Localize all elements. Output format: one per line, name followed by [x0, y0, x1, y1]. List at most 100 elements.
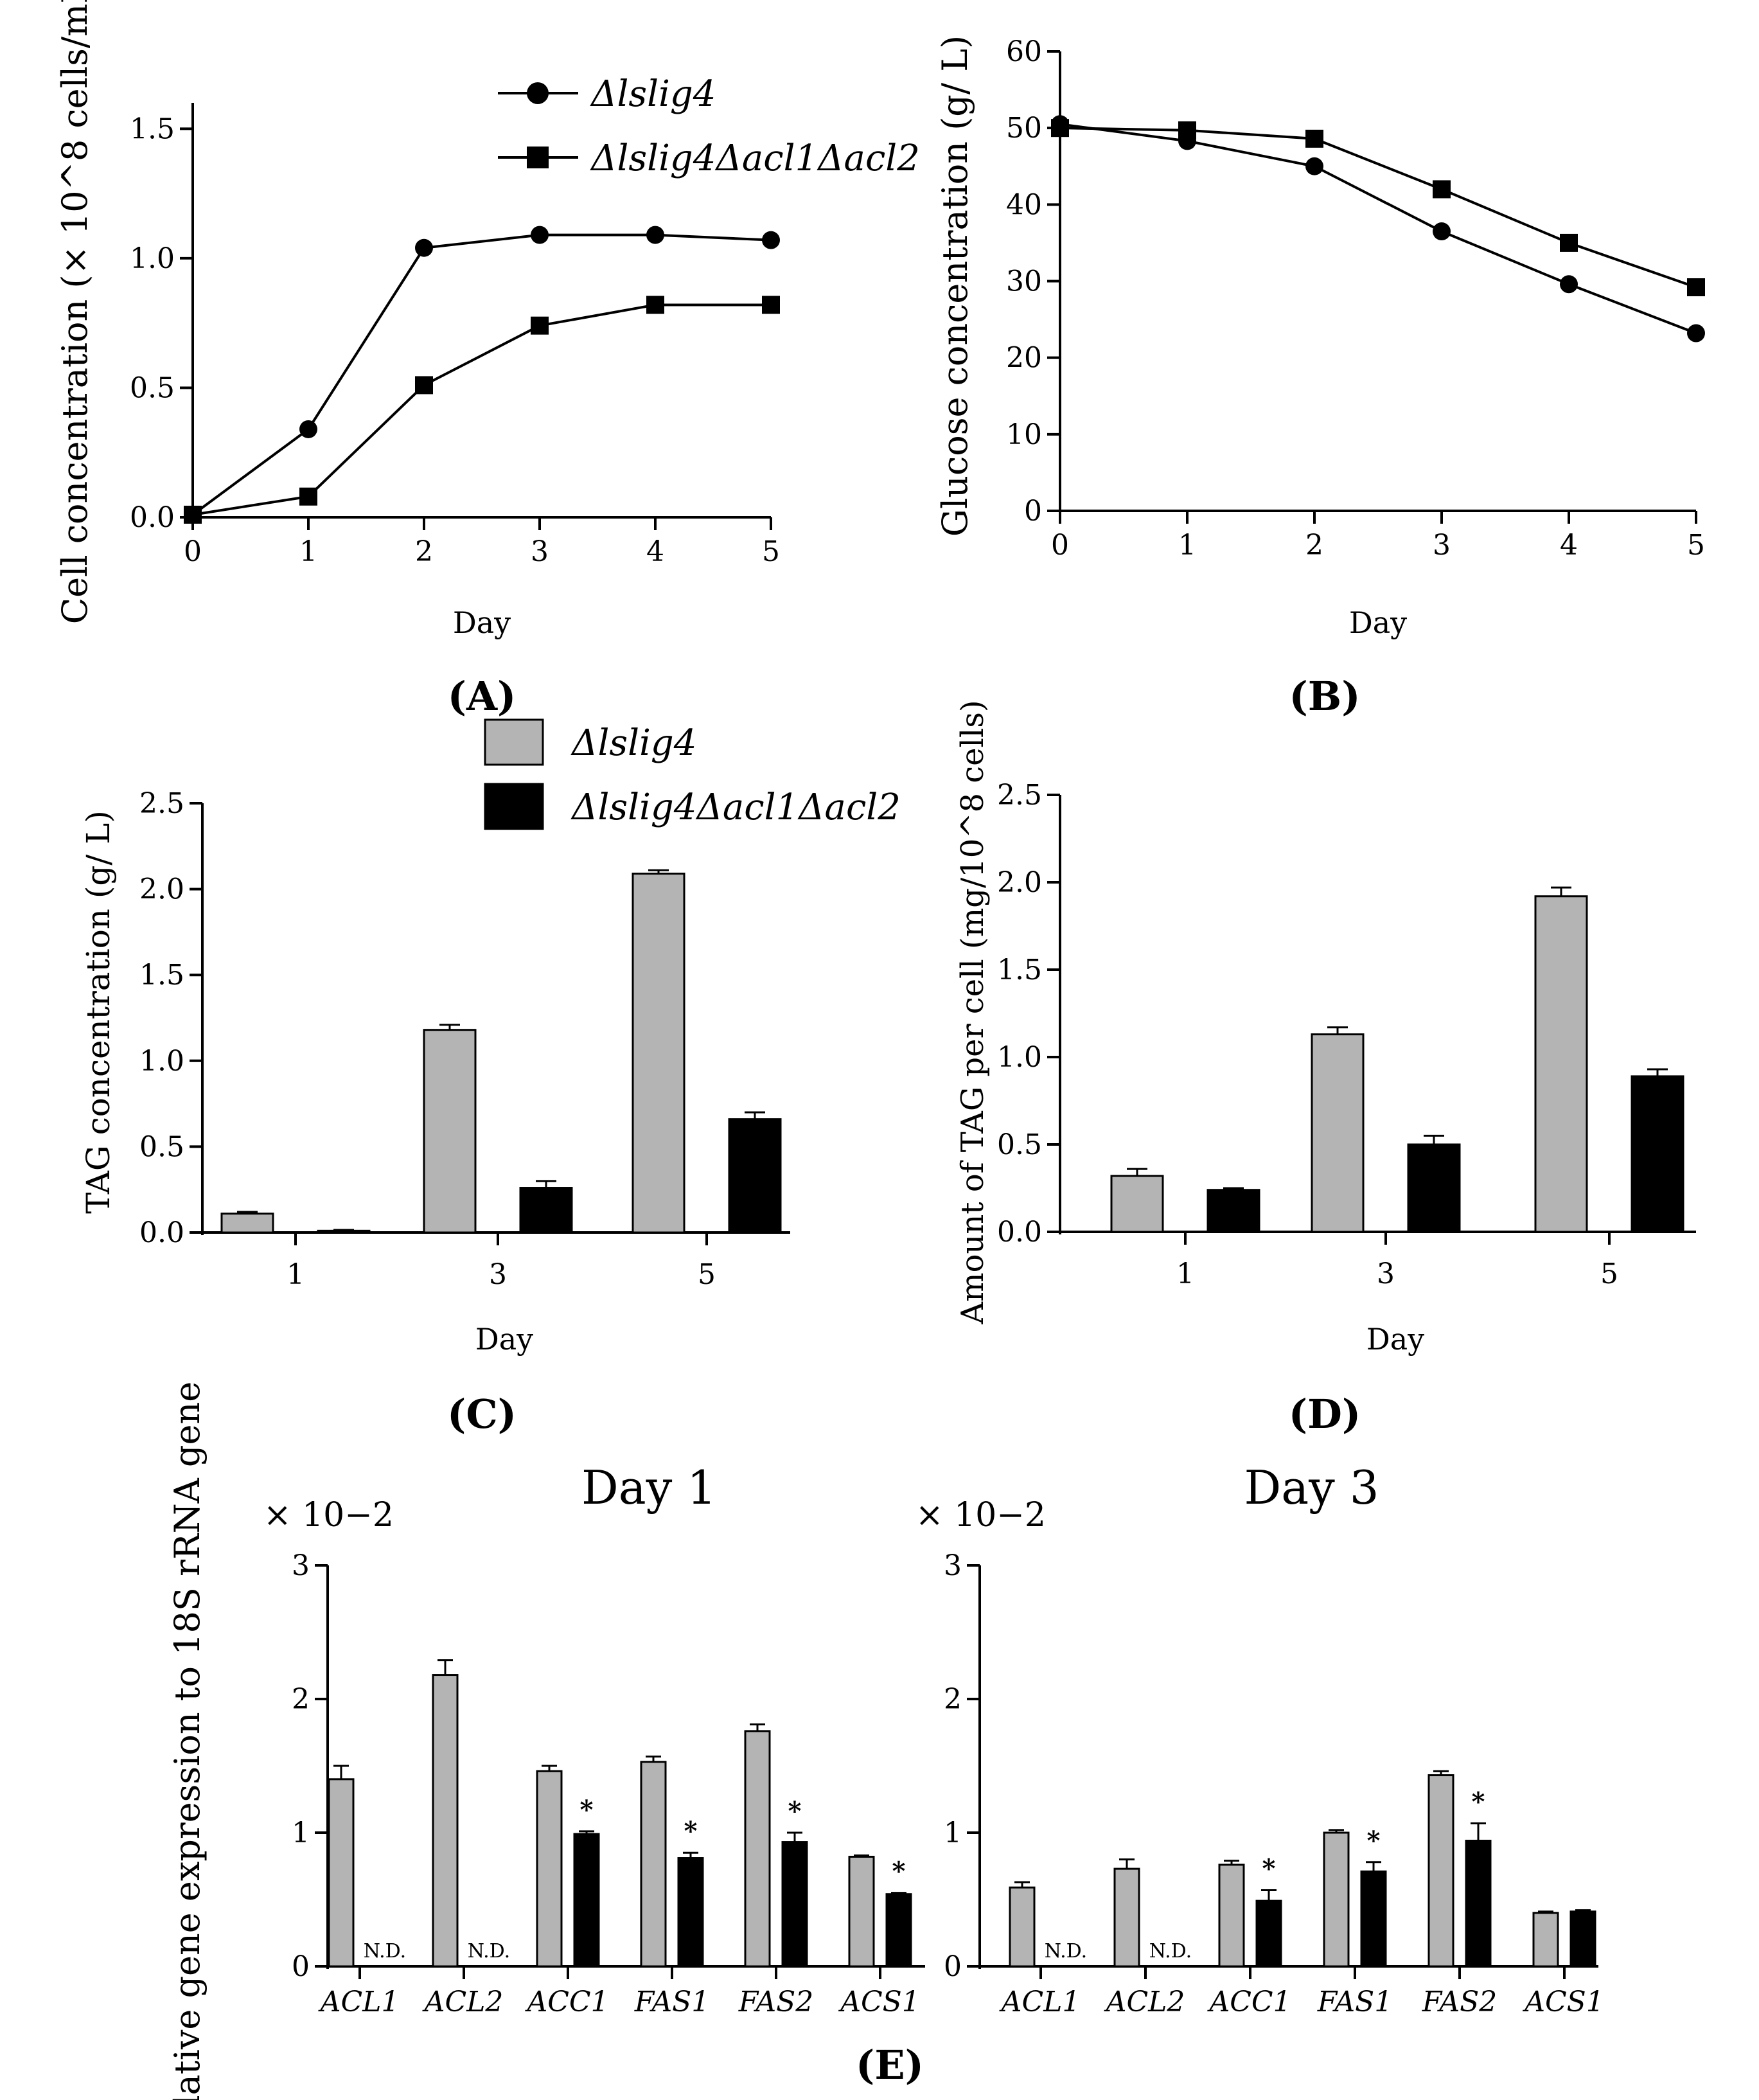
panel-b-series-line-1 [1059, 127, 1697, 289]
panel-e-day1-title: Day 1 [581, 1461, 716, 1515]
panel-d-bar [1311, 1033, 1365, 1233]
panel-c-bar [220, 1213, 274, 1234]
panel-a-y-label: Cell concentration (× 10^8 cells/mL) [55, 0, 95, 624]
panel-b-x-tick-label: 2 [1305, 529, 1323, 562]
panel-c-y-tick-label: 0.0 [139, 1216, 184, 1249]
panel-e-day3-title: Day 3 [1244, 1461, 1379, 1515]
panel-b-x-tick-label: 5 [1687, 529, 1705, 562]
panel-label-a: (A) [448, 673, 517, 720]
panel-c-x-tick-label: 3 [489, 1258, 507, 1291]
panel-e-day3-bar [1569, 1910, 1596, 1968]
panel-a-x-tick-label: 5 [762, 535, 780, 568]
panel-a-y-tick-label: 0.0 [130, 501, 175, 534]
panel-e-day3-nd-label: N.D. [1045, 1940, 1087, 1962]
panel-e-day3-gene-label: ACL2 [1104, 1986, 1185, 2018]
panel-e-day3-bar [1255, 1900, 1282, 1968]
panel-e-day3-bar [1532, 1912, 1559, 1968]
panel-e-day3-y-tick-label: 1 [944, 1817, 962, 1849]
panel-a-data-point [762, 231, 780, 249]
panel-e-day1-multiplier: × 10−2 [263, 1496, 394, 1535]
panel-a-data-point [531, 226, 549, 244]
panel-e-day1-nd-label: N.D. [364, 1940, 406, 1962]
panel-e-day1-bar [885, 1893, 912, 1968]
panel-d-bar [1407, 1143, 1461, 1233]
panel-b-y-tick-label: 60 [1006, 35, 1042, 68]
panel-e-day1-bar [781, 1841, 808, 1968]
panel-a-y-tick-label: 1.5 [130, 112, 175, 145]
panel-b-y-tick-label: 30 [1006, 265, 1042, 298]
panel-d-bar [1110, 1175, 1164, 1233]
panel-a-data-point [415, 238, 433, 257]
panel-b-y-label: Glucose concentration (g/ L) [935, 35, 975, 537]
panel-e-day1-significance-star: * [892, 1856, 906, 1887]
panel-e-day1-gene-label: FAS2 [738, 1986, 814, 2018]
panel-d-y-tick-label: 0.0 [997, 1216, 1042, 1249]
panel-b-y-tick-label: 10 [1006, 418, 1042, 451]
panel-label-c: (C) [447, 1391, 517, 1437]
panel-a-y-tick-label: 1.0 [130, 242, 175, 275]
panel-a-x-tick-label: 1 [299, 535, 317, 568]
panel-label-e: (E) [856, 2042, 924, 2088]
panel-a-x-tick-label: 0 [184, 535, 202, 568]
panel-e-day3-y-tick-label: 3 [944, 1549, 962, 1582]
panel-e-day1-bar [328, 1778, 355, 1968]
panel-b-y-tick-label: 40 [1006, 188, 1042, 221]
panel-e-day1-bar [848, 1855, 875, 1968]
panel-c-bar [519, 1187, 573, 1234]
panel-d-y-tick-label: 1.0 [997, 1041, 1042, 1074]
panel-d-x-label: Day [1366, 1322, 1424, 1357]
panel-c-x-label: Day [475, 1322, 533, 1357]
panel-a-data-point [762, 296, 780, 314]
panel-a-y-axis: 0.0 0.5 1.0 1.5 [130, 103, 194, 534]
panel-c-y-tick-label: 2.0 [139, 873, 184, 906]
panel-e-day3-bar [1428, 1774, 1454, 1968]
legend-marker-circle [527, 82, 549, 104]
legend-label: Δlslig4 [590, 73, 716, 115]
panel-e-day3-significance-star: * [1367, 1826, 1381, 1856]
panel-b-y-tick-label: 50 [1006, 112, 1042, 145]
panel-b-x-tick-label: 4 [1560, 529, 1578, 562]
panel-a-x-tick-label: 3 [531, 535, 549, 568]
panel-e-day1-gene-label: ACS1 [838, 1986, 920, 2018]
panel-c-y-axis: 0.0 0.5 1.0 1.5 2.0 2.5 [139, 787, 204, 1249]
panel-b-x-label: Day [1349, 605, 1407, 640]
panel-e-day1-gene-label: ACC1 [524, 1986, 608, 2018]
panel-d-y-tick-label: 1.5 [997, 954, 1042, 986]
panel-a-x-label: Day [453, 605, 511, 640]
panel-e-day1-y-axis: 0 1 2 3 [292, 1549, 329, 1983]
panel-c-y-tick-label: 0.5 [139, 1130, 184, 1163]
panel-e-day1-bar [432, 1674, 459, 1968]
panel-a-data-point [646, 226, 664, 244]
panel-c-y-label: TAG concentration (g/ L) [80, 810, 117, 1214]
panel-e-day1-bar [573, 1833, 600, 1968]
panel-d-y-tick-label: 0.5 [997, 1128, 1042, 1161]
panel-e-day1-gene-label: FAS1 [634, 1986, 710, 2018]
panel-a-data-point [646, 296, 664, 314]
panel-a-data-point [184, 505, 202, 524]
panel-b-x-tick-label: 1 [1178, 529, 1196, 562]
panel-a-y-tick-label: 0.5 [130, 371, 175, 404]
panel-d-y-tick-label: 2.5 [997, 779, 1042, 812]
legend-marker-square [527, 147, 549, 168]
panel-e-day3-bar [1360, 1870, 1387, 1968]
panel-c-bar [317, 1229, 371, 1234]
legend-label: Δlslig4Δacl1Δacl2 [570, 787, 901, 828]
panel-a-data-point [299, 487, 317, 506]
panel-a-data-point [299, 420, 317, 438]
panel-b-data-point [1051, 119, 1069, 138]
panel-e-day3-gene-label: ACC1 [1207, 1986, 1291, 2018]
panel-e-day1-bar [640, 1761, 667, 1968]
panel-e-day1-y-tick-label: 0 [292, 1950, 310, 1983]
panel-b-data-point [1433, 222, 1451, 241]
panel-d-bar [1631, 1075, 1684, 1233]
panel-c-bar [728, 1118, 782, 1234]
panel-b-data-point [1178, 121, 1196, 139]
panel-b-x-tick-label: 3 [1433, 529, 1451, 562]
panel-e-day3-significance-star: * [1472, 1786, 1485, 1817]
panel-a-series-line-0 [191, 233, 772, 516]
legend-swatch [484, 783, 544, 830]
panel-e-day1-bar [744, 1730, 771, 1968]
panel-b-data-point [1305, 157, 1323, 175]
panel-e-day1-bar [536, 1770, 563, 1968]
panel-e-day3-y-tick-label: 2 [944, 1683, 962, 1716]
